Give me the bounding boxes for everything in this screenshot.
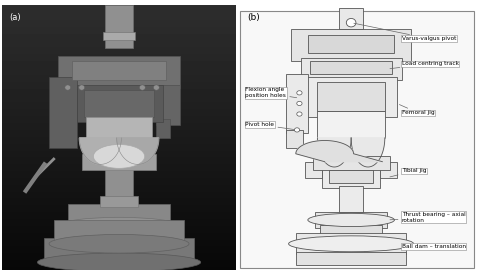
Text: Pivot hole: Pivot hole	[245, 122, 294, 129]
FancyBboxPatch shape	[68, 204, 170, 220]
Text: (b): (b)	[247, 13, 260, 22]
Polygon shape	[117, 138, 158, 164]
FancyBboxPatch shape	[286, 130, 302, 149]
Ellipse shape	[65, 85, 71, 90]
Text: Thrust bearing – axial
rotation: Thrust bearing – axial rotation	[389, 212, 465, 223]
Ellipse shape	[139, 85, 145, 90]
FancyBboxPatch shape	[54, 220, 184, 241]
Ellipse shape	[79, 85, 84, 90]
Ellipse shape	[93, 144, 144, 168]
Polygon shape	[295, 141, 382, 162]
FancyBboxPatch shape	[295, 233, 406, 254]
FancyBboxPatch shape	[314, 212, 386, 228]
Ellipse shape	[294, 128, 299, 132]
FancyBboxPatch shape	[319, 225, 382, 236]
Polygon shape	[350, 138, 384, 167]
FancyBboxPatch shape	[105, 5, 133, 48]
Text: Ball dam – translation: Ball dam – translation	[401, 244, 465, 249]
FancyBboxPatch shape	[77, 85, 163, 122]
FancyBboxPatch shape	[49, 77, 77, 149]
FancyBboxPatch shape	[286, 74, 307, 133]
Ellipse shape	[37, 253, 200, 272]
FancyBboxPatch shape	[156, 85, 180, 124]
Polygon shape	[79, 138, 121, 164]
FancyBboxPatch shape	[307, 35, 394, 53]
FancyBboxPatch shape	[290, 29, 410, 61]
Ellipse shape	[296, 101, 301, 106]
Text: (a): (a)	[10, 13, 21, 22]
Polygon shape	[317, 138, 350, 167]
FancyBboxPatch shape	[44, 239, 193, 260]
FancyBboxPatch shape	[312, 156, 389, 170]
FancyBboxPatch shape	[379, 162, 396, 178]
FancyBboxPatch shape	[58, 56, 180, 88]
Ellipse shape	[296, 112, 301, 116]
FancyBboxPatch shape	[305, 77, 396, 117]
FancyBboxPatch shape	[329, 170, 372, 183]
FancyBboxPatch shape	[86, 117, 151, 138]
Text: Femoral jig: Femoral jig	[398, 105, 433, 115]
FancyBboxPatch shape	[338, 186, 362, 212]
Ellipse shape	[60, 217, 177, 233]
FancyBboxPatch shape	[295, 252, 406, 265]
FancyBboxPatch shape	[338, 8, 362, 29]
FancyBboxPatch shape	[82, 154, 156, 170]
Text: Load centring track: Load centring track	[389, 61, 458, 69]
FancyBboxPatch shape	[105, 167, 133, 201]
Ellipse shape	[153, 85, 159, 90]
FancyBboxPatch shape	[317, 111, 384, 138]
FancyBboxPatch shape	[240, 11, 473, 268]
FancyBboxPatch shape	[103, 32, 135, 40]
FancyBboxPatch shape	[100, 196, 137, 207]
Text: Flexion angle
position holes: Flexion angle position holes	[245, 87, 296, 98]
FancyBboxPatch shape	[310, 61, 391, 74]
Ellipse shape	[346, 19, 355, 27]
Text: Tibial jig: Tibial jig	[389, 168, 425, 177]
FancyBboxPatch shape	[300, 58, 401, 80]
FancyBboxPatch shape	[322, 167, 379, 188]
FancyBboxPatch shape	[84, 90, 154, 117]
FancyBboxPatch shape	[156, 119, 170, 138]
FancyBboxPatch shape	[305, 162, 322, 178]
Ellipse shape	[307, 213, 394, 227]
Ellipse shape	[296, 91, 301, 95]
Ellipse shape	[288, 236, 413, 252]
Ellipse shape	[49, 235, 189, 253]
FancyBboxPatch shape	[72, 61, 165, 80]
FancyBboxPatch shape	[317, 82, 384, 111]
Text: Varus-valgus pivot: Varus-valgus pivot	[353, 23, 455, 41]
